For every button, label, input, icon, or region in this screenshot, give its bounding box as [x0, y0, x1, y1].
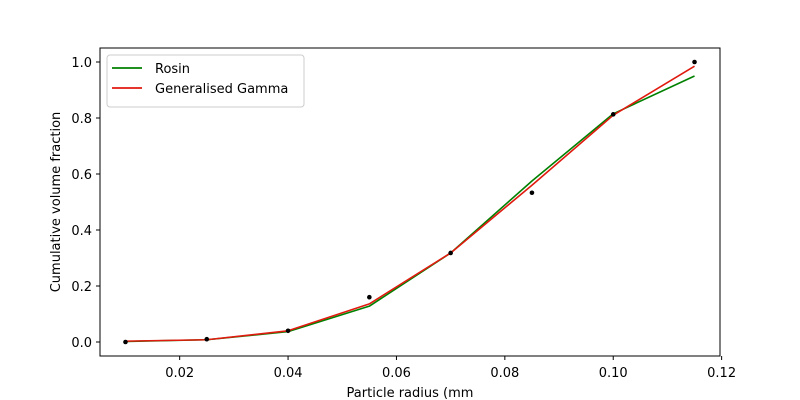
legend-box — [106, 54, 305, 108]
series-line-1 — [125, 75, 695, 343]
data-point — [285, 328, 291, 334]
y-tick-label: 0.4 — [71, 224, 92, 239]
series-line-2 — [125, 65, 695, 342]
data-point — [367, 294, 372, 300]
data-point — [123, 339, 128, 345]
legend-entry-label: Generalised Gamma — [155, 82, 288, 97]
data-point — [529, 190, 535, 196]
y-tick-label: 0.2 — [71, 280, 92, 295]
y-axis-label: Cumulative volume fraction — [49, 112, 64, 293]
series-layer — [123, 59, 697, 345]
x-tick-label: 0.06 — [382, 366, 411, 381]
legend-entry-label: Rosin — [155, 62, 190, 77]
x-axis-label: Particle radius (mm — [347, 386, 474, 400]
ticks-layer: 0.02 0.04 0.06 0.08 0.10 0.12 0.0 0.2 0.4 0.6 0.8 1… — [71, 56, 736, 381]
plot-area-border — [99, 47, 721, 357]
data-point — [448, 250, 453, 256]
data-point — [610, 112, 616, 117]
x-tick-label: 0.04 — [274, 366, 303, 381]
data-point — [204, 336, 210, 342]
data-point — [692, 59, 697, 65]
axes-frame — [99, 47, 721, 357]
legend: Rosin Generalised Gamma — [106, 54, 305, 108]
x-tick-label: 0.08 — [490, 366, 519, 381]
x-tick-label: 0.02 — [165, 366, 194, 381]
y-tick-label: 1.0 — [71, 56, 92, 71]
x-tick-label: 0.10 — [599, 366, 628, 381]
y-tick-label: 0.8 — [71, 112, 92, 127]
y-tick-label: 0.0 — [71, 336, 92, 351]
y-tick-label: 0.6 — [71, 168, 92, 183]
x-tick-label: 0.12 — [707, 366, 736, 381]
